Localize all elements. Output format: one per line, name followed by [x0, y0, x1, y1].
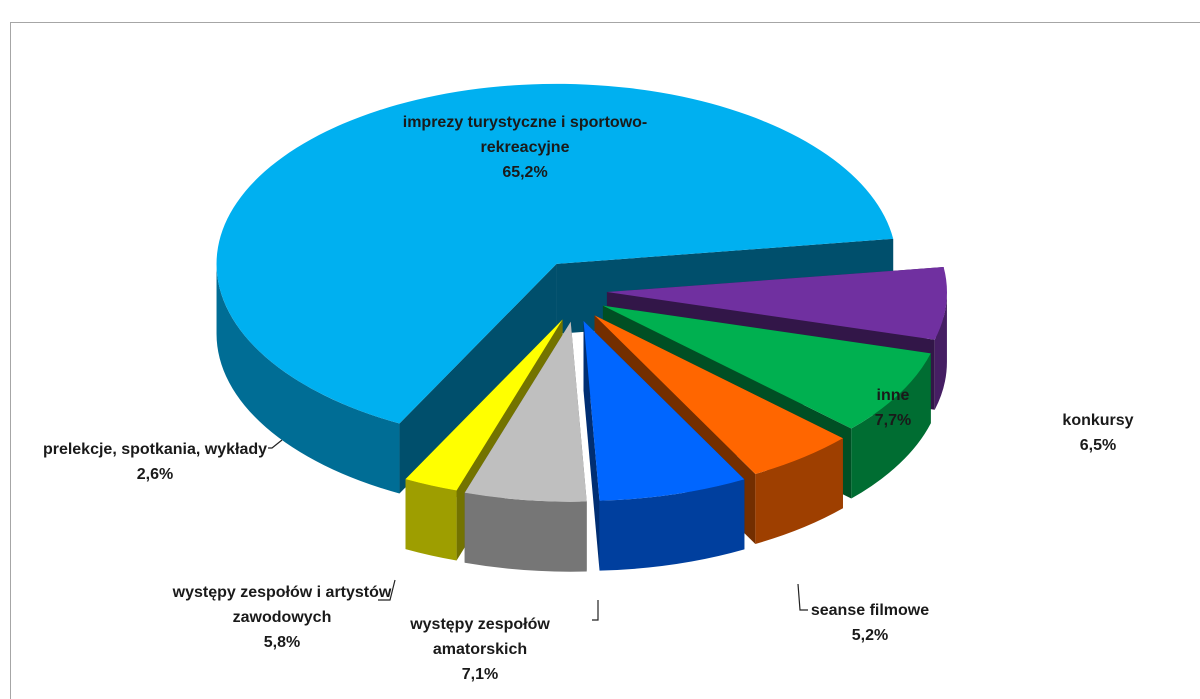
category-label: konkursy	[1062, 412, 1134, 429]
value-label: 65,2%	[502, 164, 548, 181]
category-label: prelekcje, spotkania, wykłady	[42, 441, 268, 458]
slice-wall	[464, 492, 587, 572]
leader-line	[268, 439, 283, 449]
value-label: 7,1%	[461, 666, 499, 683]
chart-frame	[10, 22, 1200, 699]
value-label: 2,6%	[136, 466, 174, 483]
slice-wall	[755, 438, 843, 544]
slice	[606, 267, 947, 340]
slice-wall	[405, 479, 457, 561]
leader-line	[592, 600, 599, 621]
slice	[594, 315, 843, 474]
category-label: imprezy turystyczne i sportowo-rekreacyj…	[402, 114, 648, 156]
slice-wall	[216, 263, 400, 494]
data-label: prelekcje, spotkania, wykłady 2,6%	[40, 437, 270, 487]
category-label: seanse filmowe	[810, 602, 930, 619]
category-label: występy zespołów i artystów zawodowych	[172, 584, 392, 626]
category-label: inne	[876, 387, 910, 404]
data-label: występy zespołów i artystów zawodowych 5,…	[172, 580, 392, 655]
leader-line	[378, 579, 396, 601]
data-label: konkursy 6,5%	[1038, 408, 1158, 458]
value-label: 6,5%	[1079, 437, 1117, 454]
slice-side	[399, 263, 557, 494]
slice-wall	[599, 479, 745, 571]
slice	[602, 305, 931, 429]
data-label: występy zespołów amatorskich 7,1%	[380, 612, 580, 687]
slice	[464, 321, 587, 502]
data-label: imprezy turystyczne i sportowo-rekreacyj…	[395, 110, 655, 185]
slice-wall	[934, 292, 947, 410]
slice	[583, 320, 745, 501]
data-label: seanse filmowe 5,2%	[790, 598, 950, 648]
slice	[405, 319, 563, 491]
value-label: 7,7%	[874, 412, 912, 429]
slice	[216, 83, 894, 424]
category-label: występy zespołów amatorskich	[410, 616, 550, 658]
value-label: 5,2%	[851, 627, 889, 644]
slice-side	[583, 320, 600, 571]
slice-wall	[851, 353, 931, 499]
leader-line	[797, 583, 808, 611]
value-label: 5,8%	[263, 634, 301, 651]
data-label: inne 7,7%	[843, 383, 943, 433]
